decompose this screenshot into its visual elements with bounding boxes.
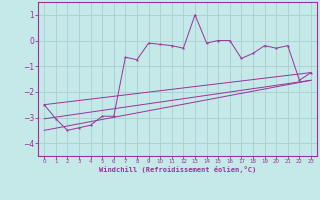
X-axis label: Windchill (Refroidissement éolien,°C): Windchill (Refroidissement éolien,°C) <box>99 166 256 173</box>
